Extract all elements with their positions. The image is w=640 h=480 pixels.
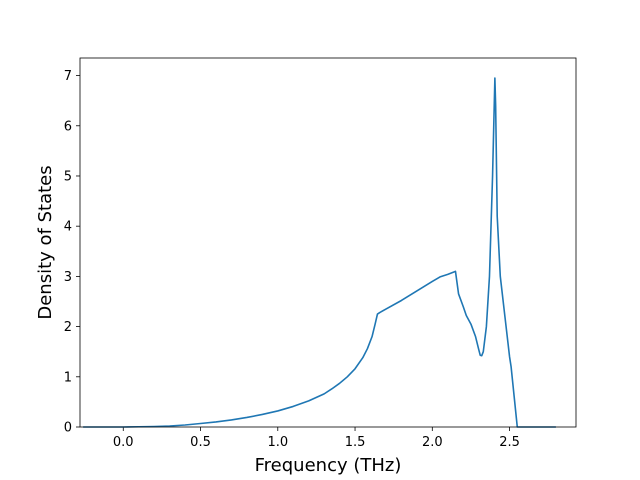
y-tick-label: 6 xyxy=(64,119,72,134)
y-tick-label: 3 xyxy=(64,270,72,285)
plot-frame xyxy=(79,57,577,428)
x-axis-label: Frequency (THz) xyxy=(255,455,402,476)
y-axis-label: Density of States xyxy=(35,165,56,319)
plot-area xyxy=(80,58,576,427)
x-tick-label: 2.5 xyxy=(499,435,520,450)
y-tick-label: 1 xyxy=(64,370,72,385)
dos-series-line xyxy=(83,77,556,428)
x-tick-label: 1.0 xyxy=(267,435,288,450)
y-tick-label: 5 xyxy=(64,169,72,184)
y-tick-label: 4 xyxy=(64,220,72,235)
y-axis-ticks: 0 1 2 3 4 5 6 7 xyxy=(64,69,80,436)
x-tick-label: 2.0 xyxy=(422,435,443,450)
x-tick-label: 0.0 xyxy=(113,435,134,450)
y-tick-label: 7 xyxy=(64,69,72,84)
y-tick-label: 2 xyxy=(64,320,72,335)
x-tick-label: 0.5 xyxy=(190,435,211,450)
y-tick-label: 0 xyxy=(64,421,72,436)
x-tick-label: 1.5 xyxy=(345,435,366,450)
x-axis-ticks: 0.0 0.5 1.0 1.5 2.0 2.5 xyxy=(113,427,520,450)
